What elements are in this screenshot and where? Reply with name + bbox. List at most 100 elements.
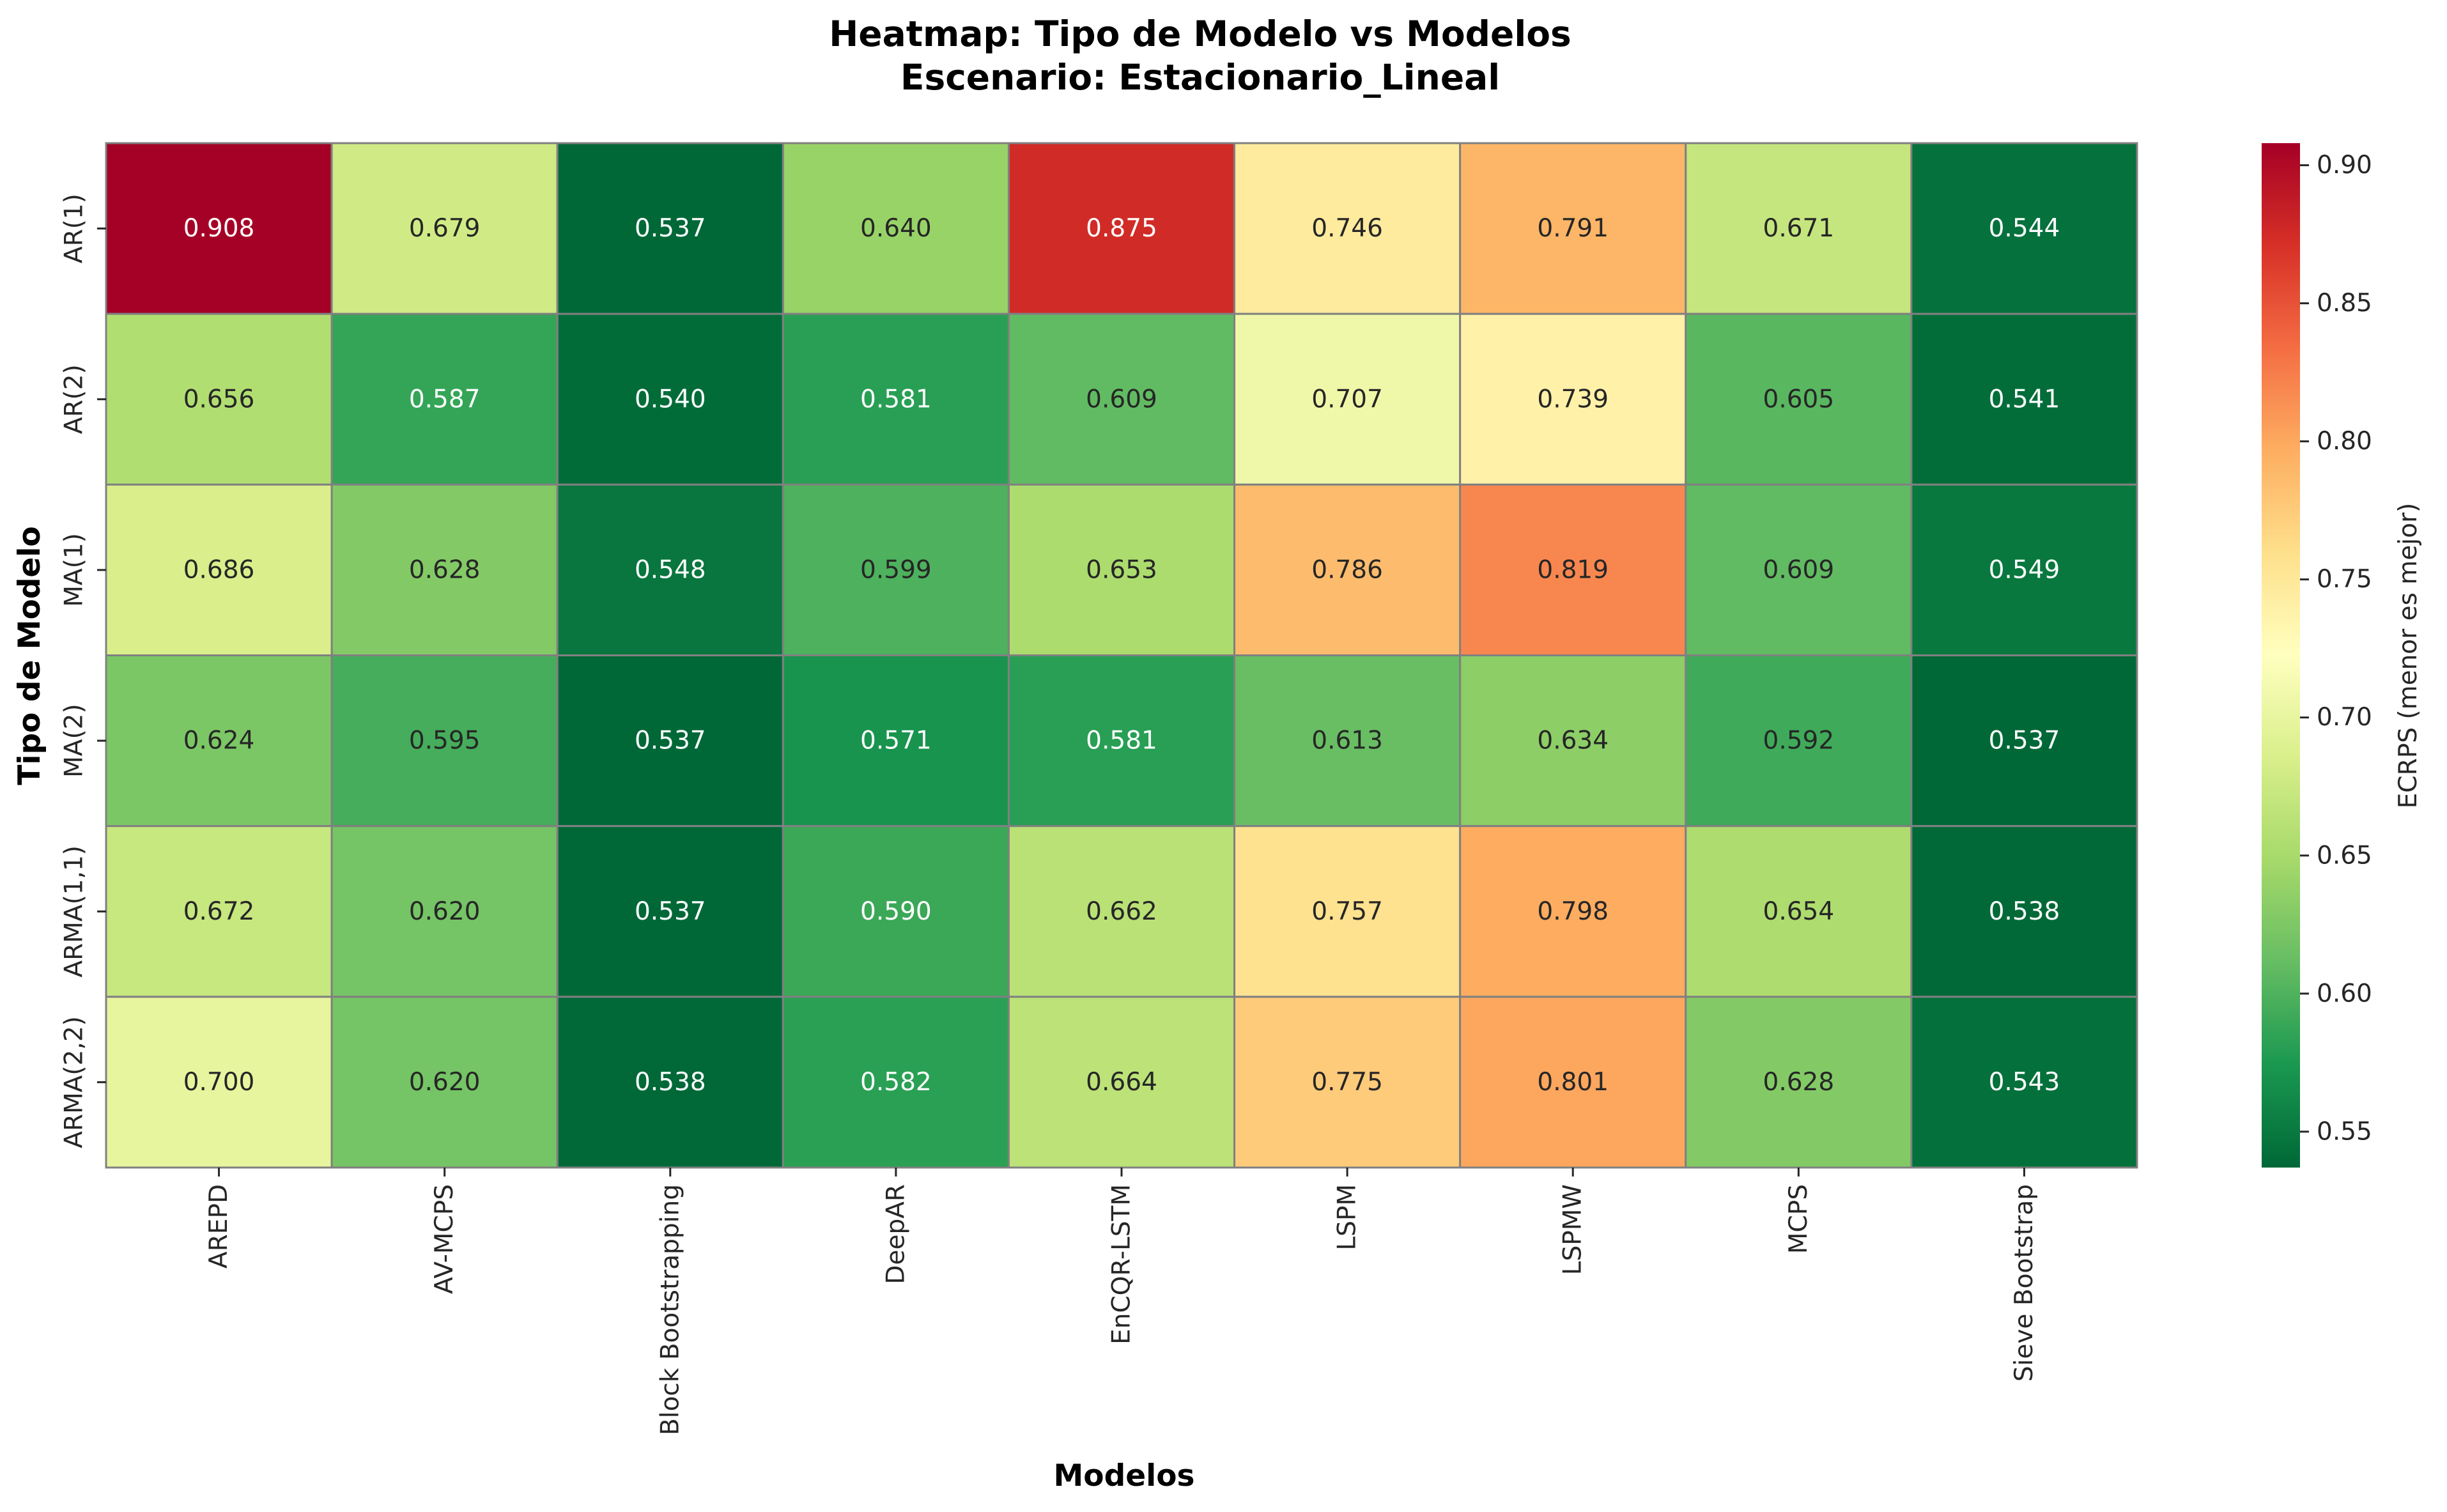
cell-value-label: 0.654 [1763,897,1835,926]
cell-value-label: 0.544 [1989,214,2060,243]
cell-value-label: 0.538 [1989,897,2060,926]
cell-value-label: 0.775 [1311,1068,1383,1097]
cell-value-label: 0.628 [409,555,481,584]
cell-value-label: 0.538 [635,1068,706,1097]
cell-value-label: 0.587 [409,385,481,413]
heatmap-cell [1910,825,2138,998]
cell-value-label: 0.757 [1311,897,1383,926]
heatmap-cell [782,483,1010,656]
colorbar-gradient [2262,143,2300,1168]
heatmap-cell [1685,142,1913,315]
x-tick-label: LSPM [1333,1184,1362,1251]
heatmap-cell [1007,312,1236,486]
cell-value-label: 0.543 [1989,1068,2060,1097]
cell-value-label: 0.613 [1311,727,1383,755]
cell-value-label: 0.624 [183,727,255,755]
x-tick-label: MCPS [1784,1184,1813,1254]
cell-value-label: 0.599 [860,555,932,584]
cell-value-label: 0.628 [1763,1068,1835,1097]
heatmap-cell [556,142,784,315]
heatmap-cell [330,996,559,1169]
heatmap-cell [782,142,1010,315]
heatmap-cell [782,654,1010,828]
heatmap-cell [1233,996,1462,1169]
heatmap-cell [1007,142,1236,315]
heatmap-cell [330,654,559,828]
colorbar-tick-label: 0.60 [2317,979,2372,1008]
heatmap-cell [782,996,1010,1169]
cell-value-label: 0.620 [409,897,481,926]
cell-value-label: 0.541 [1989,385,2060,413]
cell-value-label: 0.595 [409,727,481,755]
heatmap-cell [556,996,784,1169]
cell-value-label: 0.582 [860,1068,932,1097]
heatmap-cell [105,654,333,828]
y-tick-labels: AR(1) AR(2) MA(1) MA(2) ARMA(1,1) ARMA(2,2) [60,194,106,1148]
cell-value-label: 0.605 [1763,385,1835,413]
heatmap-cell [105,483,333,656]
cell-value-label: 0.537 [635,214,706,243]
cell-value-label: 0.908 [183,214,255,243]
x-tick-labels: AREPD AV-MCPS Block Bootstrapping DeepAR EnC… [205,1168,2039,1435]
cell-value-label: 0.791 [1537,214,1609,243]
y-tick-label: ARMA(1,1) [60,845,89,978]
cell-value-label: 0.672 [183,897,255,926]
colorbar: 0.55 0.60 0.65 0.70 0.75 0.80 0.85 0.90 ECRPS (… [2262,143,2423,1168]
colorbar-ticks: 0.55 0.60 0.65 0.70 0.75 0.80 0.85 0.90 [2300,151,2372,1146]
x-tick-label: Block Bootstrapping [656,1184,684,1435]
y-axis-label: Tipo de Modelo [12,526,47,785]
cell-value-label: 0.571 [860,727,932,755]
cell-value-label: 0.590 [860,897,932,926]
cell-value-label: 0.671 [1763,214,1835,243]
colorbar-tick-label: 0.55 [2317,1117,2372,1146]
chart-subtitle: Escenario: Estacionario_Lineal [900,57,1500,98]
heatmap-cell [556,312,784,486]
x-axis-label: Modelos [1054,1458,1195,1493]
x-tick-label: DeepAR [881,1184,910,1284]
cell-value-label: 0.592 [1763,727,1835,755]
heatmap-cell [782,825,1010,998]
cell-value-label: 0.707 [1311,385,1383,413]
x-tick-label: AV-MCPS [430,1184,459,1294]
heatmap-cell [556,483,784,656]
cell-value-label: 0.640 [860,214,932,243]
cell-value-label: 0.662 [1086,897,1157,926]
heatmap-cell [1910,483,2138,656]
heatmap-cell [105,996,333,1169]
heatmap-cell [330,142,559,315]
cell-value-label: 0.798 [1537,897,1609,926]
cell-value-label: 0.786 [1311,555,1383,584]
cell-value-label: 0.609 [1763,555,1835,584]
cell-value-label: 0.537 [635,897,706,926]
cell-value-label: 0.653 [1086,555,1157,584]
heatmap-cell [330,483,559,656]
colorbar-tick-label: 0.90 [2317,151,2372,180]
cell-value-label: 0.656 [183,385,255,413]
cell-value-label: 0.609 [1086,385,1157,413]
cell-value-label: 0.620 [409,1068,481,1097]
heatmap-cell [1685,654,1913,828]
cell-value-label: 0.700 [183,1068,255,1097]
y-tick-label: AR(1) [60,194,89,263]
heatmap-cells: 0.908 0.679 0.537 0.640 0.875 0.746 0.791 0.671… [105,142,2138,1169]
cell-value-label: 0.801 [1537,1068,1609,1097]
heatmap-cell [105,142,333,315]
colorbar-tick-label: 0.80 [2317,427,2372,456]
cell-value-label: 0.581 [1086,727,1157,755]
heatmap-cell [1685,996,1913,1169]
heatmap-cell [1685,312,1913,486]
cell-value-label: 0.549 [1989,555,2060,584]
x-tick-label: EnCQR-LSTM [1108,1184,1136,1345]
cell-value-label: 0.540 [635,385,706,413]
heatmap-cell [1910,654,2138,828]
heatmap-cell [105,312,333,486]
cell-value-label: 0.686 [183,555,255,584]
heatmap-cell [1459,312,1687,486]
cell-value-label: 0.739 [1537,385,1609,413]
cell-value-label: 0.537 [635,727,706,755]
heatmap-cell [1233,312,1462,486]
y-tick-label: ARMA(2,2) [60,1016,89,1148]
cell-value-label: 0.875 [1086,214,1157,243]
colorbar-tick-label: 0.70 [2317,703,2372,732]
x-tick-label: Sieve Bootstrap [2010,1184,2039,1382]
